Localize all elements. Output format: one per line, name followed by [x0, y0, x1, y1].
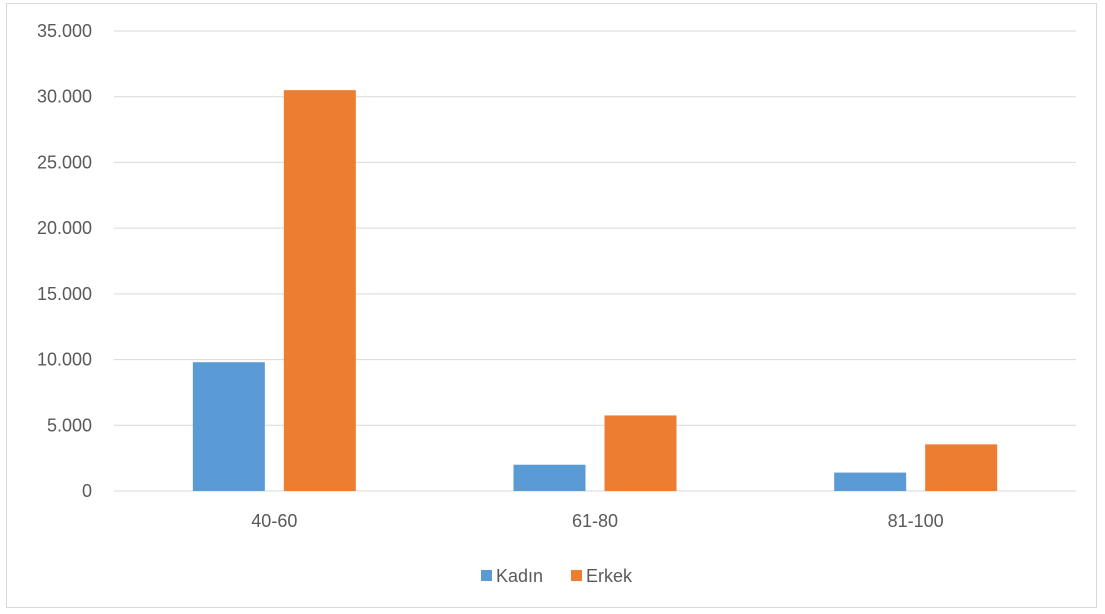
y-tick-label: 10.000 [37, 350, 92, 370]
y-tick-label: 35.000 [37, 21, 92, 41]
grid-lines [114, 30, 1076, 492]
bar-kadin-40-60 [192, 362, 265, 491]
bars [192, 90, 998, 492]
legend-swatch-erkek [571, 570, 582, 581]
bar-erkek-81-100 [925, 444, 998, 491]
y-tick-label: 15.000 [37, 284, 92, 304]
y-tick-label: 30.000 [37, 87, 92, 107]
x-tick-label: 40-60 [251, 511, 297, 531]
y-tick-label: 20.000 [37, 218, 92, 238]
x-axis-tick-labels: 40-60 61-80 81-100 [251, 511, 943, 531]
x-tick-label: 81-100 [888, 511, 944, 531]
bar-kadin-81-100 [834, 472, 907, 491]
x-tick-label: 61-80 [572, 511, 618, 531]
bar-kadin-61-80 [513, 464, 586, 491]
bar-erkek-40-60 [283, 90, 356, 492]
legend-label-erkek: Erkek [586, 566, 633, 586]
y-tick-label: 5.000 [47, 415, 92, 435]
legend-swatch-kadin [481, 570, 492, 581]
chart-frame [6, 3, 1097, 608]
legend: Kadın Erkek [481, 566, 633, 586]
bar-erkek-61-80 [604, 415, 677, 491]
y-tick-label: 25.000 [37, 152, 92, 172]
y-tick-label: 0 [82, 481, 92, 501]
y-axis-tick-labels: 0 5.000 10.000 15.000 20.000 25.000 30.000 35.0… [37, 21, 92, 501]
legend-label-kadin: Kadın [496, 566, 543, 586]
